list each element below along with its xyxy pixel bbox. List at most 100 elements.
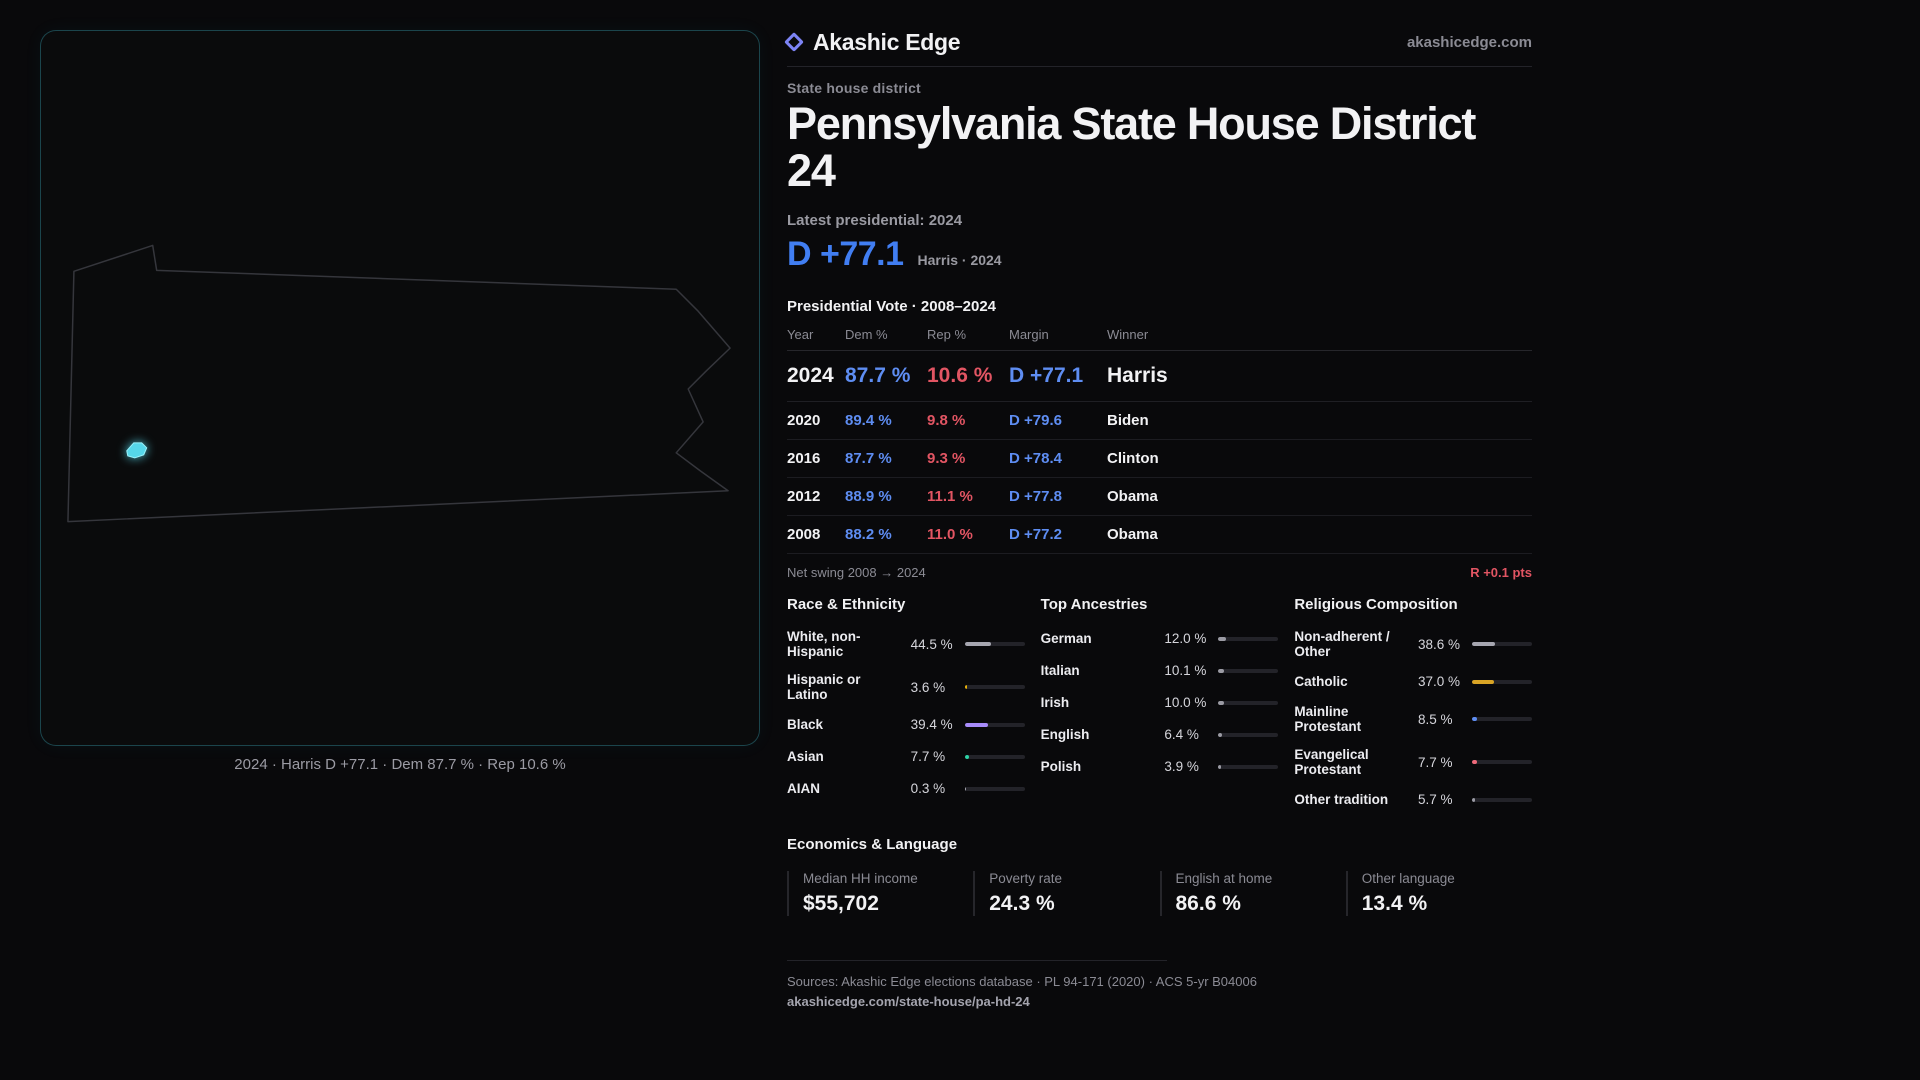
- row-year: 2016: [787, 449, 821, 467]
- headline-margin: D +77.1 Harris · 2024: [787, 235, 1532, 274]
- ancestry-value: 10.1 %: [1164, 663, 1207, 678]
- row-winner: Clinton: [1107, 449, 1159, 467]
- list-item: AIAN 0.3 %: [787, 779, 1025, 799]
- ancestry-label: Polish: [1040, 758, 1082, 774]
- race-value: 7.7 %: [910, 749, 946, 765]
- permalink[interactable]: akashicedge.com/state-house/pa-hd-24: [787, 993, 1030, 1009]
- brand-domain-link[interactable]: akashicedge.com: [1406, 33, 1532, 51]
- list-item: Black 39.4 %: [787, 715, 1025, 735]
- list-item: Hispanic or Latino 3.6 %: [787, 672, 1025, 703]
- row-dem: 87.7 %: [845, 449, 892, 467]
- stat-value: 13.4 %: [1361, 891, 1428, 915]
- race-bar: [964, 642, 1025, 647]
- list-item: Other tradition 5.7 %: [1294, 790, 1532, 810]
- net-swing-value: R +0.1 pts: [1470, 564, 1532, 580]
- ancestry-bar: [1218, 636, 1279, 641]
- list-item: Catholic 37.0 %: [1294, 672, 1532, 692]
- row-dem: 88.9 %: [845, 487, 892, 505]
- race-label: Hispanic or Latino: [787, 671, 861, 703]
- demographics-section: Race & Ethnicity White, non-Hispanic 44.…: [787, 596, 1532, 822]
- economics-title: Economics & Language: [787, 835, 958, 853]
- stat-value: 24.3 %: [989, 891, 1055, 915]
- state-outline: [67, 244, 731, 523]
- religion-label: Evangelical Protestant: [1294, 746, 1369, 778]
- col-winner: Winner: [1107, 326, 1149, 342]
- ancestry-bar: [1218, 700, 1279, 705]
- religion-column: Religious Composition Non-adherent / Oth…: [1294, 596, 1532, 822]
- net-swing-label: Net swing 2008 → 2024: [787, 564, 926, 580]
- list-item: Polish 3.9 %: [1041, 757, 1279, 777]
- pennsylvania-map: [67, 244, 731, 523]
- row-rep: 10.6 %: [927, 363, 993, 387]
- margin-value: D +77.1: [787, 234, 904, 273]
- list-item: Evangelical Protestant 7.7 %: [1294, 747, 1532, 778]
- row-winner: Obama: [1107, 487, 1158, 505]
- row-winner: Harris: [1107, 363, 1168, 387]
- row-year: 2024: [787, 363, 834, 387]
- row-rep: 9.8 %: [927, 411, 966, 429]
- race-title: Race & Ethnicity: [787, 595, 906, 613]
- district-kicker: State house district: [787, 80, 921, 96]
- race-value: 3.6 %: [910, 679, 946, 695]
- list-item: Italian 10.1 %: [1041, 661, 1279, 681]
- list-item: German 12.0 %: [1041, 629, 1279, 649]
- ancestry-value: 12.0 %: [1164, 631, 1207, 646]
- table-row: 2008 88.2 % 11.0 % D +77.2 Obama: [787, 516, 1532, 554]
- stat-label: English at home: [1175, 870, 1273, 886]
- religion-value: 5.7 %: [1418, 792, 1453, 808]
- race-label: White, non-Hispanic: [787, 628, 861, 660]
- race-label: Asian: [787, 748, 824, 764]
- row-winner: Biden: [1107, 411, 1149, 429]
- ancestry-label: English: [1040, 726, 1090, 742]
- diamond-logo-icon: [784, 32, 804, 52]
- religion-bar: [1472, 760, 1532, 765]
- table-row: 2016 87.7 % 9.3 % D +78.4 Clinton: [787, 440, 1532, 478]
- stat-value: 86.6 %: [1175, 891, 1241, 915]
- ancestry-column: Top Ancestries German 12.0 % Italian 10.…: [1041, 596, 1279, 822]
- row-rep: 11.0 %: [927, 525, 973, 543]
- row-year: 2008: [787, 525, 821, 543]
- col-dem: Dem %: [845, 326, 888, 342]
- list-item: Mainline Protestant 8.5 %: [1294, 704, 1532, 735]
- race-column: Race & Ethnicity White, non-Hispanic 44.…: [787, 596, 1025, 822]
- latest-presidential-label: Latest presidential: 2024: [787, 211, 963, 229]
- col-margin: Margin: [1009, 326, 1049, 342]
- race-bar: [964, 754, 1025, 759]
- religion-label: Non-adherent / Other: [1294, 628, 1390, 660]
- economics-stats: Median HH income $55,702 Poverty rate 24…: [787, 870, 1532, 916]
- stat-median-income: Median HH income $55,702: [787, 870, 973, 916]
- race-label: Black: [787, 716, 824, 732]
- map-caption: 2024 · Harris D +77.1 · Dem 87.7 % · Rep…: [234, 756, 566, 773]
- col-rep: Rep %: [927, 326, 967, 342]
- religion-value: 7.7 %: [1418, 754, 1453, 770]
- religion-title: Religious Composition: [1294, 595, 1458, 613]
- stat-poverty-rate: Poverty rate 24.3 %: [973, 870, 1159, 916]
- list-item: English 6.4 %: [1041, 725, 1279, 745]
- vote-table-title: Presidential Vote · 2008–2024: [787, 297, 997, 315]
- ancestry-bar: [1218, 764, 1279, 769]
- district-shape: [126, 442, 148, 459]
- race-value: 0.3 %: [910, 781, 946, 797]
- stat-label: Median HH income: [803, 870, 918, 886]
- ancestry-value: 10.0 %: [1164, 695, 1207, 710]
- row-margin: D +77.1: [1009, 363, 1084, 387]
- row-rep: 9.3 %: [927, 449, 966, 467]
- stat-english-home: English at home 86.6 %: [1159, 870, 1346, 916]
- brand-name: Akashic Edge: [813, 28, 961, 55]
- ancestry-label: Italian: [1040, 662, 1080, 678]
- row-dem: 89.4 %: [845, 411, 892, 429]
- row-margin: D +77.8: [1009, 487, 1062, 505]
- net-swing-row: Net swing 2008 → 2024 R +0.1 pts: [787, 565, 1532, 580]
- religion-value: 38.6 %: [1418, 636, 1461, 652]
- race-bar: [964, 685, 1025, 690]
- religion-bar: [1472, 679, 1532, 684]
- table-row: 2020 89.4 % 9.8 % D +79.6 Biden: [787, 402, 1532, 440]
- row-year: 2020: [787, 411, 821, 429]
- row-dem: 87.7 %: [845, 363, 911, 387]
- race-value: 44.5 %: [910, 636, 953, 652]
- district-map-panel: [40, 30, 760, 746]
- sources-text: Sources: Akashic Edge elections database…: [787, 973, 1257, 989]
- list-item: White, non-Hispanic 44.5 %: [787, 629, 1025, 660]
- religion-bar: [1472, 797, 1532, 802]
- race-label: AIAN: [787, 780, 820, 796]
